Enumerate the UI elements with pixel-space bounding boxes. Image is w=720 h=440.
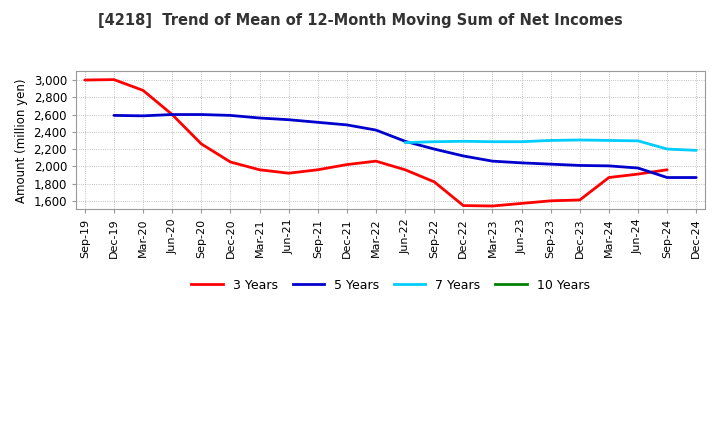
5 Years (109, 113, 118, 118)
5 Years (430, 147, 438, 152)
3 Years (139, 88, 148, 93)
5 Years (575, 163, 584, 168)
5 Years (226, 113, 235, 118)
5 Years (168, 112, 176, 117)
7 Years (401, 140, 410, 145)
5 Years (255, 115, 264, 121)
3 Years (343, 162, 351, 167)
5 Years (605, 163, 613, 169)
3 Years (663, 167, 672, 172)
7 Years (517, 139, 526, 144)
7 Years (488, 139, 497, 144)
3 Years (546, 198, 555, 203)
5 Years (343, 122, 351, 128)
5 Years (313, 120, 322, 125)
Y-axis label: Amount (million yen): Amount (million yen) (15, 78, 28, 203)
5 Years (692, 175, 701, 180)
7 Years (634, 138, 642, 143)
3 Years (81, 77, 89, 83)
3 Years (401, 167, 410, 172)
3 Years (430, 179, 438, 184)
3 Years (372, 158, 380, 164)
5 Years (197, 112, 206, 117)
5 Years (459, 153, 468, 158)
5 Years (139, 113, 148, 118)
5 Years (488, 158, 497, 164)
3 Years (575, 197, 584, 202)
Line: 5 Years: 5 Years (114, 114, 696, 177)
7 Years (605, 138, 613, 143)
5 Years (401, 139, 410, 144)
3 Years (168, 112, 176, 117)
3 Years (634, 172, 642, 177)
7 Years (692, 148, 701, 153)
7 Years (575, 137, 584, 143)
Text: [4218]  Trend of Mean of 12-Month Moving Sum of Net Incomes: [4218] Trend of Mean of 12-Month Moving … (98, 13, 622, 28)
5 Years (372, 128, 380, 133)
3 Years (255, 167, 264, 172)
7 Years (459, 139, 468, 144)
3 Years (197, 141, 206, 147)
3 Years (517, 201, 526, 206)
7 Years (546, 138, 555, 143)
Legend: 3 Years, 5 Years, 7 Years, 10 Years: 3 Years, 5 Years, 7 Years, 10 Years (186, 274, 595, 297)
5 Years (663, 175, 672, 180)
5 Years (284, 117, 293, 122)
Line: 7 Years: 7 Years (405, 140, 696, 150)
Line: 3 Years: 3 Years (85, 80, 667, 206)
5 Years (634, 165, 642, 171)
5 Years (517, 160, 526, 165)
3 Years (488, 203, 497, 209)
3 Years (284, 171, 293, 176)
7 Years (663, 147, 672, 152)
3 Years (109, 77, 118, 82)
3 Years (605, 175, 613, 180)
3 Years (313, 167, 322, 172)
3 Years (459, 203, 468, 208)
7 Years (430, 139, 438, 144)
3 Years (226, 159, 235, 165)
5 Years (546, 161, 555, 167)
